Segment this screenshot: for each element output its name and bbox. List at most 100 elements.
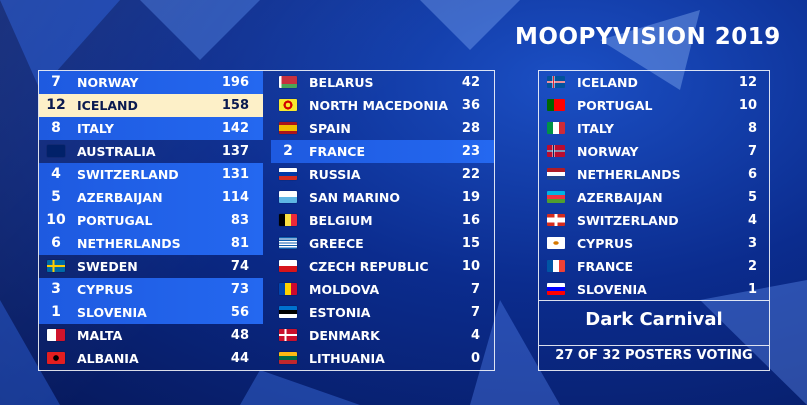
- scoreboard-row-north-macedonia: NORTH MACEDONIA 36: [271, 94, 494, 117]
- country-name: ICELAND: [577, 75, 638, 90]
- san-marino-flag-icon: [279, 191, 297, 203]
- points-given: 5: [747, 190, 757, 205]
- total-score: 16: [461, 213, 480, 228]
- scoreboard-row-azerbaijan: 5 AZERBAIJAN 114: [39, 186, 263, 209]
- scoreboard-row-albania: ALBANIA 44: [39, 347, 263, 370]
- points-received: 5: [51, 189, 61, 205]
- total-score: 22: [461, 167, 480, 182]
- points-received: 7: [51, 74, 61, 90]
- country-name: NORWAY: [577, 144, 639, 159]
- azerbaijan-flag-icon: [547, 191, 565, 203]
- current-voter-name: Dark Carnival: [585, 309, 723, 330]
- total-score: 142: [221, 121, 249, 136]
- country-name: GREECE: [309, 236, 364, 251]
- points-received: 4: [51, 166, 61, 182]
- sweden-flag-icon: [47, 260, 65, 272]
- north-macedonia-flag-icon: [279, 99, 297, 111]
- voting-status: 27 OF 32 POSTERS VOTING: [555, 348, 753, 363]
- total-score: 137: [221, 144, 249, 159]
- greece-flag-icon: [279, 237, 297, 249]
- points-received: 1: [51, 304, 61, 320]
- country-name: FRANCE: [309, 144, 366, 159]
- country-name: SLOVENIA: [577, 282, 647, 297]
- total-score: 44: [230, 351, 249, 366]
- belgium-flag-icon: [279, 214, 297, 226]
- country-name: SWITZERLAND: [77, 167, 179, 182]
- scoreboard-row-slovenia: 1 SLOVENIA 56: [39, 301, 263, 324]
- given-points-row: CYPRUS 3: [539, 232, 769, 255]
- scoreboard-row-san-marino: SAN MARINO 19: [271, 186, 494, 209]
- russia-flag-icon: [279, 168, 297, 180]
- given-points-row: ITALY 8: [539, 117, 769, 140]
- czech-republic-flag-icon: [279, 260, 297, 272]
- country-name: SWITZERLAND: [577, 213, 679, 228]
- country-name: LITHUANIA: [309, 351, 385, 366]
- lithuania-flag-icon: [279, 352, 297, 364]
- total-score: 0: [470, 351, 480, 366]
- given-points-row: NETHERLANDS 6: [539, 163, 769, 186]
- country-name: AZERBAIJAN: [77, 190, 163, 205]
- given-points-row: SLOVENIA 1: [539, 278, 769, 301]
- country-name: MALTA: [77, 328, 123, 343]
- scoreboard-row-malta: MALTA 48: [39, 324, 263, 347]
- total-score: 158: [221, 98, 249, 113]
- country-name: DENMARK: [309, 328, 380, 343]
- total-score: 131: [221, 167, 249, 182]
- total-score: 23: [461, 144, 480, 159]
- country-name: ITALY: [577, 121, 614, 136]
- scoreboard-row-belgium: BELGIUM 16: [271, 209, 494, 232]
- country-name: AUSTRALIA: [77, 144, 156, 159]
- country-name: BELGIUM: [309, 213, 373, 228]
- voting-panel: ICELAND 12 PORTUGAL 10 ITALY 8 NORWAY 7 NETHERLA…: [538, 70, 770, 371]
- scoreboard-row-czech-republic: CZECH REPUBLIC 10: [271, 255, 494, 278]
- country-name: NETHERLANDS: [577, 167, 681, 182]
- given-points-row: ICELAND 12: [539, 71, 769, 94]
- estonia-flag-icon: [279, 306, 297, 318]
- country-name: SPAIN: [309, 121, 351, 136]
- total-score: 196: [221, 75, 249, 90]
- given-points-list: ICELAND 12 PORTUGAL 10 ITALY 8 NORWAY 7 NETHERLA…: [539, 71, 769, 301]
- denmark-flag-icon: [279, 329, 297, 341]
- points-given: 12: [738, 75, 757, 90]
- given-points-row: PORTUGAL 10: [539, 94, 769, 117]
- slovenia-flag-icon: [547, 283, 565, 295]
- given-points-row: AZERBAIJAN 5: [539, 186, 769, 209]
- total-score: 83: [230, 213, 249, 228]
- scoreboard-row-estonia: ESTONIA 7: [271, 301, 494, 324]
- australia-flag-icon: [47, 145, 65, 157]
- points-received: 10: [46, 212, 66, 228]
- italy-flag-icon: [547, 122, 565, 134]
- scoreboard-row-moldova: MOLDOVA 7: [271, 278, 494, 301]
- country-name: ESTONIA: [309, 305, 371, 320]
- country-name: BELARUS: [309, 75, 374, 90]
- scoreboard-right-column: BELARUS 42 NORTH MACEDONIA 36 SPAIN 28 2 FRANCE…: [271, 71, 494, 370]
- norway-flag-icon: [547, 145, 565, 157]
- switzerland-flag-icon: [547, 214, 565, 226]
- france-flag-icon: [547, 260, 565, 272]
- country-name: SLOVENIA: [77, 305, 147, 320]
- iceland-flag-icon: [547, 76, 565, 88]
- netherlands-flag-icon: [547, 168, 565, 180]
- total-score: 42: [461, 75, 480, 90]
- country-name: CYPRUS: [77, 282, 134, 297]
- scoreboard-row-sweden: SWEDEN 74: [39, 255, 263, 278]
- points-received: 8: [51, 120, 61, 136]
- total-score: 4: [470, 328, 480, 343]
- scoreboard-row-switzerland: 4 SWITZERLAND 131: [39, 163, 263, 186]
- scoreboard-row-netherlands: 6 NETHERLANDS 81: [39, 232, 263, 255]
- country-name: SAN MARINO: [309, 190, 400, 205]
- total-score: 28: [461, 121, 480, 136]
- scoreboard-row-denmark: DENMARK 4: [271, 324, 494, 347]
- points-received: 6: [51, 235, 61, 251]
- scoreboard-row-italy: 8 ITALY 142: [39, 117, 263, 140]
- belarus-flag-icon: [279, 76, 297, 88]
- total-score: 114: [221, 190, 249, 205]
- country-name: NETHERLANDS: [77, 236, 181, 251]
- points-received: 3: [51, 281, 61, 297]
- spain-flag-icon: [279, 122, 297, 134]
- country-name: NORWAY: [77, 75, 139, 90]
- points-given: 1: [747, 282, 757, 297]
- country-name: RUSSIA: [309, 167, 361, 182]
- scoreboard-row-greece: GREECE 15: [271, 232, 494, 255]
- total-score: 19: [461, 190, 480, 205]
